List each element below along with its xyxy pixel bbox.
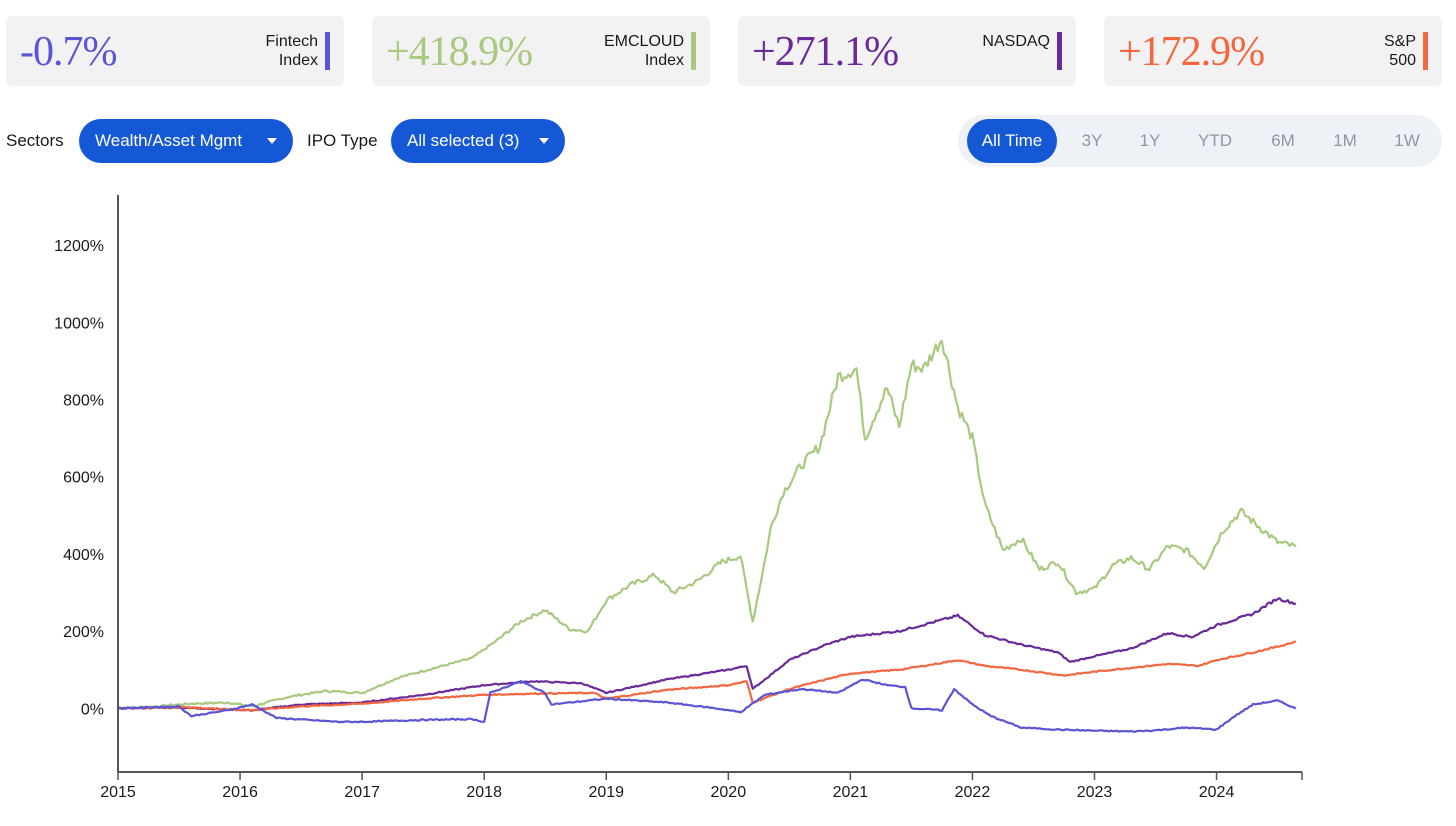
series-line-emcloud-index (117, 339, 1297, 710)
y-tick-label: 400% (63, 547, 104, 564)
fintech-index-label: Fintech Index (266, 32, 318, 70)
x-tick-label: 2019 (588, 784, 624, 801)
emcloud-index-card: +418.9% EMCLOUD Index (372, 16, 710, 86)
x-tick-label: 2024 (1199, 784, 1235, 801)
ipo-type-label: IPO Type (307, 131, 378, 150)
y-tick-label: 1000% (54, 315, 104, 332)
emcloud-index-label-line1: EMCLOUD (603, 33, 684, 50)
fintech-index-color-bar (325, 32, 330, 70)
range-ytd[interactable]: YTD (1198, 131, 1232, 150)
fintech-index-label-line1: Fintech (265, 33, 318, 50)
nasdaq-card: +271.1% NASDAQ (738, 16, 1076, 86)
x-tick-label: 2022 (955, 784, 991, 801)
time-range-selector: All Time 3Y 1Y YTD 6M 1M 1W (958, 115, 1442, 167)
range-1w[interactable]: 1W (1394, 131, 1420, 150)
ipo-type-dropdown-value: All selected (3) (407, 131, 520, 150)
x-axis-ticks: 2015 2016 2017 2018 2019 2020 2021 2022 2023 2024 (100, 772, 1303, 801)
sp500-label-line1: S&P (1383, 33, 1416, 50)
sp500-label: S&P 500 (1384, 32, 1416, 70)
y-tick-label: 200% (63, 624, 104, 641)
series-line-fintech-index (117, 678, 1297, 733)
range-all-time[interactable]: All Time (967, 119, 1057, 163)
y-tick-label: 600% (63, 470, 104, 487)
nasdaq-value: +271.1% (752, 29, 899, 75)
range-6m[interactable]: 6M (1271, 131, 1295, 150)
emcloud-index-label: EMCLOUD Index (604, 32, 684, 70)
range-1y[interactable]: 1Y (1139, 131, 1161, 150)
sectors-label: Sectors (6, 131, 64, 150)
x-tick-label: 2023 (1077, 784, 1113, 801)
range-1m[interactable]: 1M (1333, 131, 1357, 150)
fintech-index-label-line2: Index (278, 52, 318, 69)
y-axis-ticks: 0% 200% 400% 600% 800% 1000% 1200% (54, 238, 104, 718)
sectors-dropdown[interactable]: Wealth/Asset Mgmt (79, 119, 293, 163)
range-3y[interactable]: 3Y (1081, 131, 1103, 150)
y-tick-label: 1200% (54, 238, 104, 255)
nasdaq-color-bar (1057, 32, 1062, 70)
sp500-label-line2: 500 (1389, 52, 1416, 69)
nasdaq-label-line1: NASDAQ (982, 33, 1050, 50)
series-line-s-p-500 (117, 640, 1297, 712)
emcloud-index-value: +418.9% (386, 29, 533, 75)
y-tick-label: 800% (63, 393, 104, 410)
chevron-down-icon (267, 138, 277, 144)
emcloud-index-color-bar (691, 32, 696, 70)
x-tick-label: 2017 (344, 784, 380, 801)
sectors-dropdown-value: Wealth/Asset Mgmt (95, 131, 243, 150)
chevron-down-icon (539, 138, 549, 144)
fintech-index-card: -0.7% Fintech Index (6, 16, 344, 86)
x-tick-label: 2021 (833, 784, 869, 801)
x-tick-label: 2018 (466, 784, 502, 801)
nasdaq-label: NASDAQ (982, 32, 1050, 51)
series-line-nasdaq (117, 597, 1297, 712)
sp500-value: +172.9% (1118, 29, 1265, 75)
summary-cards: -0.7% Fintech Index +418.9% EMCLOUD Inde… (6, 16, 1446, 86)
sp500-color-bar (1423, 32, 1428, 70)
sp500-card: +172.9% S&P 500 (1104, 16, 1442, 86)
performance-line-chart: 0%200%400%600%800%1000%1200% 2015 2016 201… (54, 195, 1303, 801)
x-tick-label: 2016 (222, 784, 258, 801)
fintech-index-value: -0.7% (20, 29, 117, 75)
y-tick-label: 0% (81, 701, 104, 718)
x-tick-label: 2015 (100, 784, 136, 801)
filter-bar: Sectors Wealth/Asset Mgmt IPO Type All s… (6, 119, 1446, 163)
emcloud-index-label-line2: Index (644, 52, 684, 69)
x-tick-label: 2020 (711, 784, 747, 801)
ipo-type-dropdown[interactable]: All selected (3) (391, 119, 565, 163)
chart-series (117, 339, 1297, 733)
